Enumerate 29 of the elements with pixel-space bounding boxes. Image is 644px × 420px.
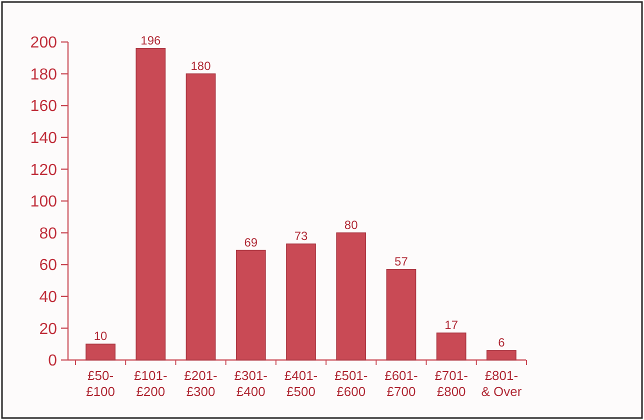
data-label: 17 <box>444 318 458 332</box>
x-tick-label: £801- & Over <box>481 368 522 399</box>
y-tick-label: 0 <box>48 352 58 370</box>
data-label: 180 <box>190 58 212 73</box>
y-tick-label: 100 <box>30 194 58 211</box>
y-tick-label: 140 <box>30 130 58 147</box>
x-tick-label: £101- £200 <box>134 368 168 399</box>
y-tick-label: 80 <box>39 225 58 242</box>
y-tick-label: 60 <box>39 257 58 274</box>
x-tick-label: £601- £700 <box>384 368 418 399</box>
y-tick-label: 120 <box>30 162 58 179</box>
y-tick-label: 160 <box>30 98 58 116</box>
data-label: 73 <box>294 228 308 243</box>
data-label: 69 <box>244 235 258 250</box>
x-tick-label: £201- £300 <box>184 368 218 399</box>
data-label: 57 <box>394 254 408 268</box>
data-label: 80 <box>344 218 358 232</box>
y-tick-label: 40 <box>39 289 58 306</box>
x-tick-label: £50- £100 <box>86 368 116 399</box>
x-tick-label: £701- £800 <box>434 368 468 399</box>
data-label: 10 <box>94 329 108 344</box>
data-label: 196 <box>140 33 161 48</box>
data-label: 6 <box>498 335 506 350</box>
x-tick-label: £501- £600 <box>334 368 368 399</box>
y-tick-label: 20 <box>39 320 58 338</box>
x-tick-label: £401- £500 <box>284 368 318 399</box>
y-tick-label: 180 <box>30 66 58 84</box>
x-tick-label: £301- £400 <box>234 368 268 399</box>
y-tick-label: 200 <box>30 34 58 52</box>
